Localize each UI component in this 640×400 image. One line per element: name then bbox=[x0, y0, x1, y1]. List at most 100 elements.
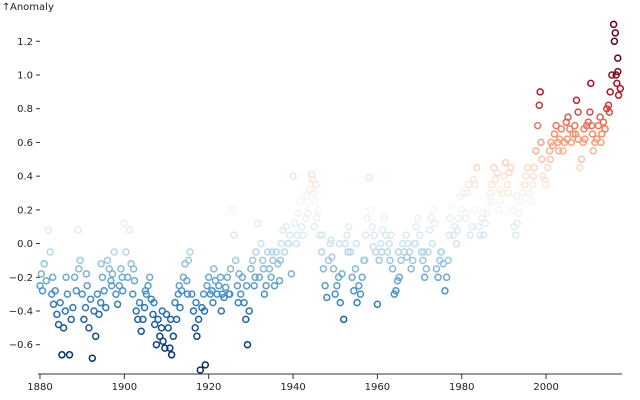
data-point bbox=[275, 276, 284, 285]
data-point bbox=[479, 209, 487, 217]
data-point bbox=[63, 290, 72, 298]
data-point bbox=[231, 256, 240, 265]
data-point bbox=[554, 147, 563, 155]
data-point bbox=[199, 290, 208, 298]
data-point bbox=[132, 307, 140, 315]
data-point bbox=[54, 320, 63, 329]
data-point bbox=[236, 290, 245, 298]
data-point bbox=[308, 175, 317, 184]
data-point bbox=[528, 180, 537, 189]
data-point bbox=[429, 206, 437, 214]
data-point bbox=[500, 172, 508, 180]
data-point bbox=[559, 147, 567, 155]
data-point bbox=[86, 295, 95, 303]
y-axis-title: Anomaly bbox=[10, 2, 54, 13]
data-point bbox=[301, 214, 310, 223]
data-point bbox=[361, 231, 370, 239]
data-point bbox=[564, 113, 572, 121]
data-point bbox=[422, 265, 431, 273]
x-tick-label: 1960 bbox=[365, 382, 390, 393]
data-points bbox=[36, 20, 625, 374]
data-point bbox=[192, 298, 200, 307]
data-point bbox=[272, 248, 280, 256]
data-point bbox=[72, 287, 81, 295]
data-point bbox=[194, 315, 203, 324]
data-point bbox=[158, 307, 167, 315]
data-point bbox=[310, 222, 318, 231]
data-point bbox=[503, 180, 512, 189]
data-point bbox=[350, 287, 358, 295]
y-tick-label: 0.4 bbox=[17, 172, 33, 183]
data-point bbox=[527, 197, 535, 206]
data-point bbox=[597, 138, 605, 147]
data-point bbox=[473, 163, 481, 172]
data-point bbox=[571, 130, 580, 138]
data-point bbox=[420, 248, 428, 256]
data-point bbox=[141, 287, 150, 295]
data-point bbox=[501, 158, 510, 167]
data-point bbox=[344, 248, 352, 256]
data-point bbox=[452, 239, 461, 248]
data-point bbox=[571, 121, 579, 130]
data-point bbox=[48, 273, 57, 282]
x-tick-label: 1880 bbox=[27, 382, 52, 393]
data-point bbox=[164, 324, 172, 332]
data-point bbox=[504, 189, 512, 197]
data-point bbox=[319, 265, 328, 273]
data-point bbox=[382, 231, 390, 239]
x-axis: 1880 1900 1920 1940 1960 1980 2000 bbox=[27, 373, 622, 393]
data-point bbox=[587, 79, 595, 88]
data-point bbox=[282, 222, 291, 231]
data-point bbox=[576, 163, 584, 172]
data-point bbox=[223, 273, 232, 282]
data-point bbox=[90, 307, 98, 315]
data-point bbox=[157, 324, 166, 332]
data-point bbox=[49, 300, 58, 309]
data-point bbox=[166, 344, 174, 352]
y-tick-label: 1.0 bbox=[17, 71, 33, 82]
data-point bbox=[614, 54, 622, 62]
data-point bbox=[601, 125, 609, 133]
data-point bbox=[161, 344, 169, 352]
data-point bbox=[343, 231, 351, 239]
data-point bbox=[481, 219, 490, 228]
data-point bbox=[606, 88, 614, 96]
data-point bbox=[318, 231, 327, 239]
data-point bbox=[557, 125, 566, 133]
x-tick-label: 1940 bbox=[280, 382, 305, 393]
data-point bbox=[545, 147, 554, 155]
data-point bbox=[495, 185, 504, 194]
data-point bbox=[397, 256, 405, 265]
data-point bbox=[220, 293, 228, 302]
data-point bbox=[211, 276, 220, 285]
data-point bbox=[563, 135, 571, 143]
data-point bbox=[294, 209, 302, 217]
y-tick-label: 0.0 bbox=[17, 239, 33, 250]
data-point bbox=[176, 303, 184, 312]
data-point bbox=[387, 231, 395, 239]
data-point bbox=[110, 248, 118, 256]
data-point bbox=[616, 84, 625, 93]
data-point bbox=[388, 265, 397, 273]
data-point bbox=[542, 180, 550, 189]
data-point bbox=[462, 214, 470, 223]
data-point bbox=[196, 366, 205, 374]
data-point bbox=[428, 239, 436, 248]
data-point bbox=[82, 270, 91, 278]
data-point bbox=[154, 315, 162, 324]
x-tick-label: 2000 bbox=[533, 382, 558, 393]
data-point bbox=[375, 256, 383, 265]
data-point bbox=[377, 248, 386, 256]
data-point bbox=[407, 265, 415, 273]
data-point bbox=[213, 290, 221, 298]
data-point bbox=[96, 298, 105, 307]
data-point bbox=[107, 281, 116, 290]
data-point bbox=[414, 214, 422, 223]
data-point bbox=[491, 175, 500, 184]
data-point bbox=[200, 307, 209, 315]
data-point bbox=[352, 239, 361, 248]
data-point bbox=[247, 265, 255, 273]
data-point bbox=[296, 197, 304, 206]
data-point bbox=[395, 273, 404, 282]
data-point bbox=[113, 300, 122, 309]
